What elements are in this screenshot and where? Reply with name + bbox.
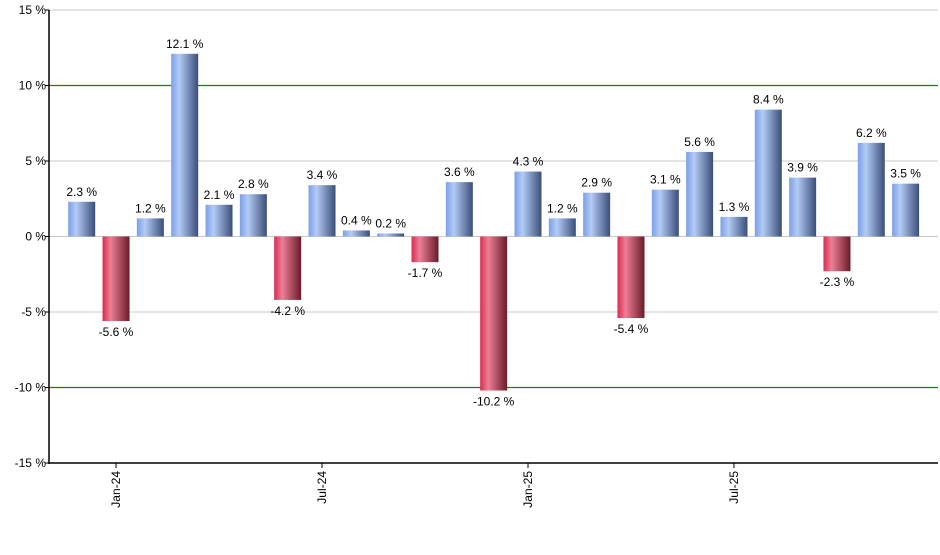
- bar-Sep-25: [789, 177, 817, 237]
- bar-Dec-24: [480, 236, 508, 391]
- data-label: 3.1 %: [650, 173, 681, 187]
- data-label: 1.2 %: [547, 201, 578, 215]
- data-label: 2.9 %: [581, 176, 612, 190]
- bar-Aug-25: [754, 109, 782, 237]
- bar-Feb-25: [548, 218, 576, 237]
- y-tick-label: 0 %: [25, 230, 46, 244]
- bar-Jun-25: [686, 151, 714, 237]
- bar-Jul-25: [720, 216, 748, 237]
- data-label: 8.4 %: [753, 93, 784, 107]
- data-label: -10.2 %: [473, 395, 515, 409]
- axes: 15 % 10 % 5 % 0 % -5 % -10 % -15 % Jan-24 Jul-24…: [15, 3, 938, 508]
- data-label: -5.4 %: [614, 322, 649, 336]
- data-label: 3.9 %: [787, 161, 818, 175]
- data-label: 2.3 %: [66, 185, 97, 199]
- bar-Jan-25: [514, 171, 542, 237]
- bar-Dec-25: [892, 183, 920, 237]
- y-tick-label: -10 %: [15, 381, 47, 395]
- bar-Mar-25: [583, 192, 611, 237]
- y-tick-label: 10 %: [19, 79, 47, 93]
- bar-Jun-24: [274, 236, 302, 300]
- bar-Jan-24: [102, 236, 130, 322]
- data-label: 3.5 %: [890, 167, 921, 181]
- data-label: -2.3 %: [820, 275, 855, 289]
- data-label: -4.2 %: [270, 304, 305, 318]
- bar-Dec-23: [68, 201, 96, 237]
- bar-Feb-24: [136, 218, 164, 237]
- bar-Jul-24: [308, 185, 336, 237]
- x-tick-label: Jan-24: [109, 471, 123, 508]
- bar-May-24: [239, 194, 267, 237]
- data-label: 3.4 %: [307, 168, 338, 182]
- data-label: -1.7 %: [408, 266, 443, 280]
- bar-Apr-25: [617, 236, 645, 319]
- bar-Nov-24: [445, 182, 473, 237]
- y-tick-label: 15 %: [19, 3, 47, 17]
- x-tick-label: Jul-24: [315, 471, 329, 504]
- bars: [68, 53, 920, 391]
- data-label: 12.1 %: [166, 37, 204, 51]
- bar-Nov-25: [857, 142, 885, 237]
- bar-Apr-24: [205, 204, 233, 237]
- y-tick-label: -15 %: [15, 456, 47, 470]
- data-label: 1.2 %: [135, 201, 166, 215]
- bar-Oct-24: [411, 236, 439, 263]
- bar-Aug-24: [342, 230, 370, 237]
- bar-Sep-24: [377, 233, 405, 237]
- x-tick-label: Jan-25: [521, 471, 535, 508]
- data-label: 5.6 %: [684, 135, 715, 149]
- data-label: 2.1 %: [204, 188, 235, 202]
- data-labels: 2.3 % -5.6 % 1.2 % 12.1 % 2.1 %2.8 % -4.2 % 3.…: [66, 37, 921, 409]
- data-label: 0.4 %: [341, 213, 372, 227]
- data-label: 4.3 %: [513, 155, 544, 169]
- x-tick-label: Jul-25: [727, 471, 741, 504]
- bar-Oct-25: [823, 236, 851, 272]
- y-tick-label: 5 %: [25, 154, 46, 168]
- data-label: 2.8 %: [238, 177, 269, 191]
- data-label: 1.3 %: [719, 200, 750, 214]
- data-label: 3.6 %: [444, 165, 475, 179]
- bar-May-25: [651, 189, 679, 237]
- data-label: 0.2 %: [375, 216, 406, 230]
- data-label: -5.6 %: [99, 325, 134, 339]
- data-label: 6.2 %: [856, 126, 887, 140]
- bar-Mar-24: [171, 53, 199, 237]
- y-tick-label: -5 %: [21, 305, 46, 319]
